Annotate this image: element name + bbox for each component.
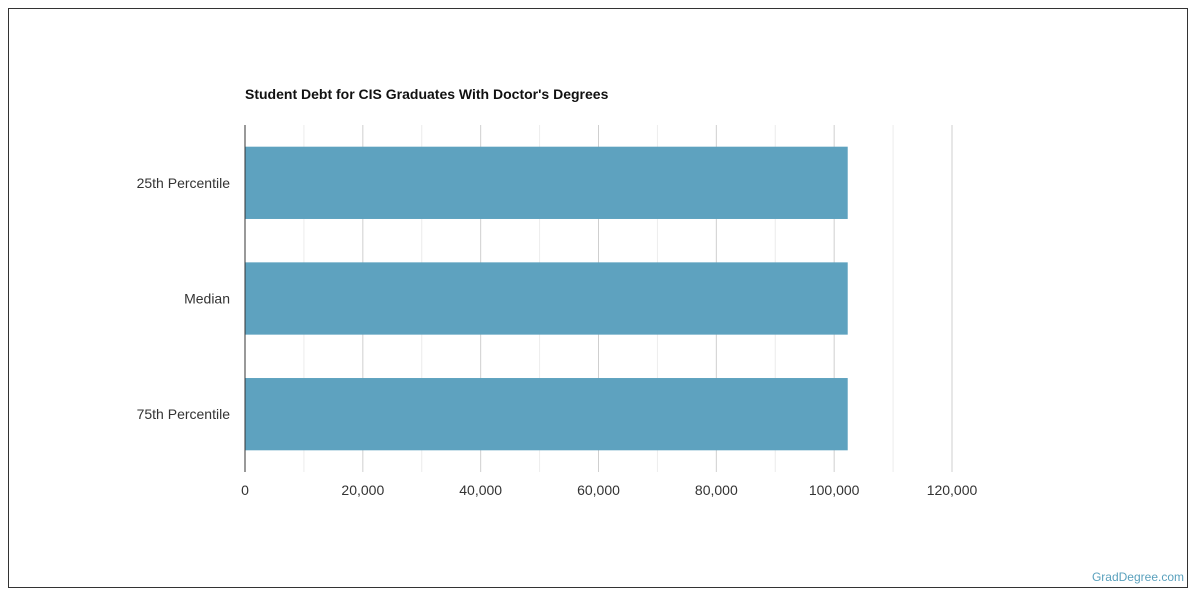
x-tick-label: 60,000	[577, 482, 620, 498]
bar-25th-percentile	[245, 146, 848, 219]
watermark-link[interactable]: GradDegree.com	[1091, 570, 1184, 584]
bar-75th-percentile	[245, 378, 848, 451]
chart-title: Student Debt for CIS Graduates With Doct…	[245, 86, 609, 102]
category-label: Median	[184, 291, 230, 307]
x-tick-label: 80,000	[695, 482, 738, 498]
x-tick-label: 100,000	[809, 482, 860, 498]
category-label: 75th Percentile	[137, 406, 231, 422]
x-tick-label: 0	[241, 482, 249, 498]
category-labels: 25th Percentile Median 75th Percentile	[137, 175, 231, 422]
bar-median	[245, 262, 848, 335]
x-tick-label: 120,000	[927, 482, 978, 498]
bars	[245, 146, 848, 451]
x-tick-label: 40,000	[459, 482, 502, 498]
x-tick-label: 20,000	[341, 482, 384, 498]
category-label: 25th Percentile	[137, 175, 231, 191]
tick-labels: 0 20,000 40,000 60,000 80,000 100,000 120,000	[241, 482, 977, 498]
